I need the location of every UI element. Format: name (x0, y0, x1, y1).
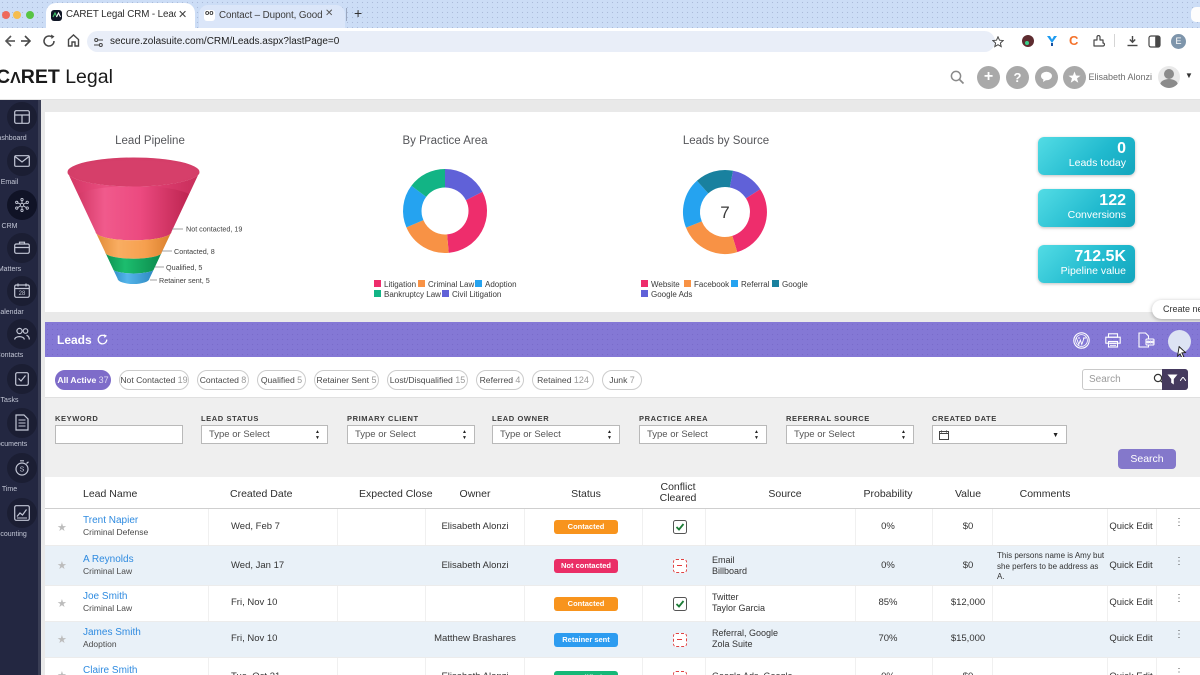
svg-text:Qualified, 5: Qualified, 5 (166, 263, 202, 272)
svg-text:Retainer sent, 5: Retainer sent, 5 (159, 276, 210, 285)
svg-text:Bankruptcy Law: Bankruptcy Law (384, 290, 441, 299)
svg-text:Google Ads: Google Ads (651, 290, 692, 299)
svg-text:Google: Google (782, 280, 808, 289)
svg-text:Contacted, 8: Contacted, 8 (174, 247, 215, 256)
svg-text:Adoption: Adoption (485, 280, 517, 289)
svg-text:Referral: Referral (741, 280, 770, 289)
svg-text:Website: Website (651, 280, 680, 289)
svg-text:Not contacted, 19: Not contacted, 19 (186, 225, 242, 234)
svg-text:28: 28 (19, 291, 26, 297)
svg-text:Criminal Law: Criminal Law (428, 280, 474, 289)
svg-text:7: 7 (720, 203, 729, 222)
svg-text:S: S (20, 467, 25, 474)
svg-text:Facebook: Facebook (694, 280, 730, 289)
svg-text:Civil Litigation: Civil Litigation (452, 290, 501, 299)
svg-text:Litigation: Litigation (384, 280, 416, 289)
